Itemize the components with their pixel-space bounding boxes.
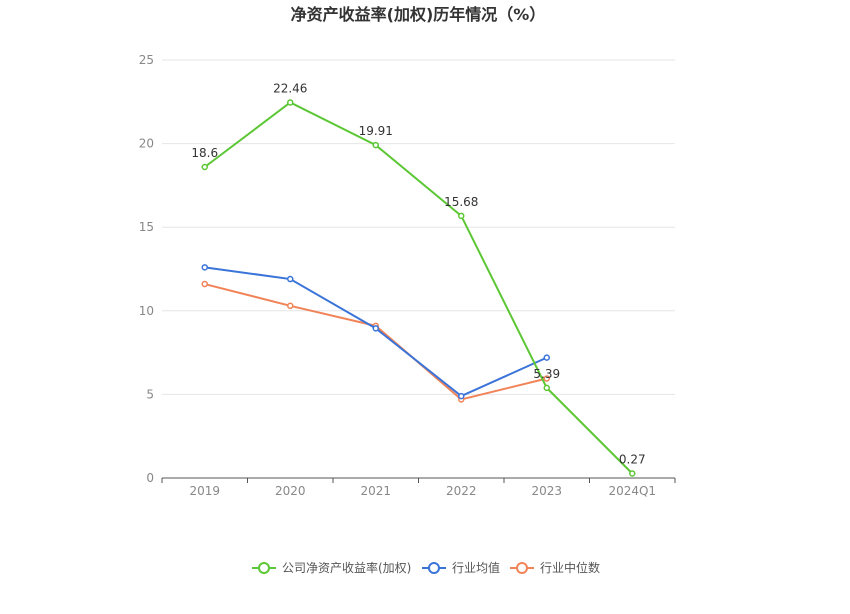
y-tick-label: 15 <box>139 220 154 234</box>
series-1 <box>201 264 550 400</box>
legend-label: 行业中位数 <box>540 560 600 575</box>
series-0: 18.6 22.46 19.91 15.68 5.39 0.27 <box>191 81 646 477</box>
data-point[interactable] <box>543 384 550 392</box>
data-point[interactable] <box>201 280 208 288</box>
data-point[interactable] <box>372 325 379 332</box>
x-tick-label: 2024Q1 <box>608 484 656 498</box>
data-label: 18.6 <box>191 146 218 160</box>
y-tick-label: 10 <box>139 304 154 318</box>
legend-label: 行业均值 <box>452 560 500 575</box>
y-tick-label: 20 <box>139 137 154 151</box>
data-label: 22.46 <box>273 81 307 95</box>
x-tick-label: 2020 <box>275 484 306 498</box>
x-tick-label: 2021 <box>360 484 391 498</box>
data-label: 19.91 <box>359 124 393 138</box>
legend-item[interactable]: 公司净资产收益率(加权) <box>252 560 411 575</box>
x-axis: 2019 2020 2021 2022 2023 2024Q1 <box>161 477 676 498</box>
series-line <box>204 283 547 401</box>
series-2 <box>201 280 550 403</box>
grid-lines <box>162 59 675 395</box>
x-tick-label: 2023 <box>531 484 562 498</box>
data-label: 0.27 <box>619 452 646 466</box>
x-tick-label: 2022 <box>446 484 477 498</box>
x-tick-label: 2019 <box>189 484 220 498</box>
data-point[interactable] <box>287 99 294 106</box>
legend-label: 公司净资产收益率(加权) <box>282 560 411 575</box>
legend-swatch-marker <box>516 562 528 574</box>
data-point[interactable] <box>287 302 294 310</box>
data-label: 15.68 <box>444 195 478 209</box>
data-label: 5.39 <box>533 367 560 381</box>
data-point[interactable] <box>543 375 550 382</box>
y-tick-label: 0 <box>146 471 154 485</box>
data-point[interactable] <box>543 354 550 361</box>
data-point[interactable] <box>372 141 379 149</box>
legend-item[interactable]: 行业均值 <box>422 560 500 575</box>
data-point[interactable] <box>287 275 294 283</box>
chart-title: 净资产收益率(加权)历年情况（%） <box>291 5 546 24</box>
y-axis: 0 5 10 15 20 25 <box>139 53 154 485</box>
legend[interactable]: 公司净资产收益率(加权) 行业均值 行业中位数 <box>252 560 600 575</box>
series-line <box>204 101 633 475</box>
data-point[interactable] <box>458 212 465 220</box>
data-point[interactable] <box>629 470 636 477</box>
y-tick-label: 5 <box>146 387 154 401</box>
legend-swatch-marker <box>258 562 270 574</box>
data-point[interactable] <box>201 264 208 271</box>
series-group: 18.6 22.46 19.91 15.68 5.39 0.27 <box>191 81 646 477</box>
legend-item[interactable]: 行业中位数 <box>510 560 600 575</box>
legend-swatch-marker <box>428 562 440 574</box>
y-tick-label: 25 <box>139 53 154 67</box>
data-point[interactable] <box>201 163 208 171</box>
data-point[interactable] <box>458 392 465 400</box>
